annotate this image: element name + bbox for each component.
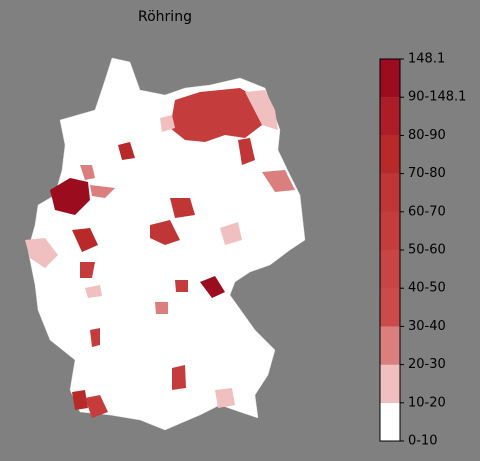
regions bbox=[25, 88, 295, 418]
map-title: Röhring bbox=[138, 9, 192, 25]
colorbar-tick-label: 90-148.1 bbox=[408, 90, 466, 105]
colorbar-tick-label: 40-50 bbox=[408, 281, 446, 296]
region bbox=[238, 138, 255, 165]
region bbox=[220, 222, 242, 245]
region bbox=[200, 276, 225, 298]
region bbox=[262, 170, 295, 192]
colorbar-tick-label: 20-30 bbox=[408, 357, 446, 372]
colorbar-segment bbox=[380, 97, 400, 136]
colorbar-tick-label: 30-40 bbox=[408, 319, 446, 334]
region bbox=[118, 142, 135, 160]
region bbox=[170, 198, 195, 218]
region bbox=[85, 395, 108, 418]
region bbox=[90, 185, 115, 198]
region bbox=[155, 302, 168, 314]
colorbar-tick-label: 50-60 bbox=[408, 243, 446, 258]
region bbox=[150, 220, 180, 245]
region bbox=[25, 238, 58, 268]
colorbar-segment bbox=[380, 211, 400, 250]
colorbar-tick-label: 148.1 bbox=[408, 52, 445, 67]
colorbar-tick-label: 80-90 bbox=[408, 128, 446, 143]
region bbox=[172, 365, 186, 390]
region bbox=[215, 388, 235, 408]
region bbox=[175, 280, 188, 292]
colorbar-segment bbox=[380, 326, 400, 365]
colorbar-tick-label: 60-70 bbox=[408, 204, 446, 219]
colorbar-tick-label: 70-80 bbox=[408, 166, 446, 181]
colorbar-segment bbox=[380, 59, 400, 98]
colorbar-segment bbox=[380, 364, 400, 403]
region bbox=[170, 88, 262, 142]
region bbox=[90, 328, 100, 347]
region bbox=[245, 90, 278, 130]
colorbar-segment bbox=[380, 135, 400, 174]
region bbox=[72, 390, 88, 410]
colorbar-segment bbox=[380, 173, 400, 212]
region bbox=[50, 178, 90, 215]
region bbox=[85, 285, 102, 298]
region bbox=[80, 165, 95, 180]
colorbar-segment bbox=[380, 288, 400, 327]
colorbar-segment bbox=[380, 402, 400, 441]
colorbar-segment bbox=[380, 250, 400, 289]
germany-map bbox=[25, 57, 306, 431]
colorbar-tick-label: 10-20 bbox=[408, 395, 446, 410]
colorbar: 0-10 10-20 20-30 30-40 40-50 50-60 60-70 70-80 8… bbox=[379, 52, 466, 449]
colorbar-tick-label: 0-10 bbox=[408, 434, 438, 449]
region bbox=[160, 115, 175, 132]
region bbox=[72, 228, 98, 252]
region bbox=[80, 262, 95, 278]
